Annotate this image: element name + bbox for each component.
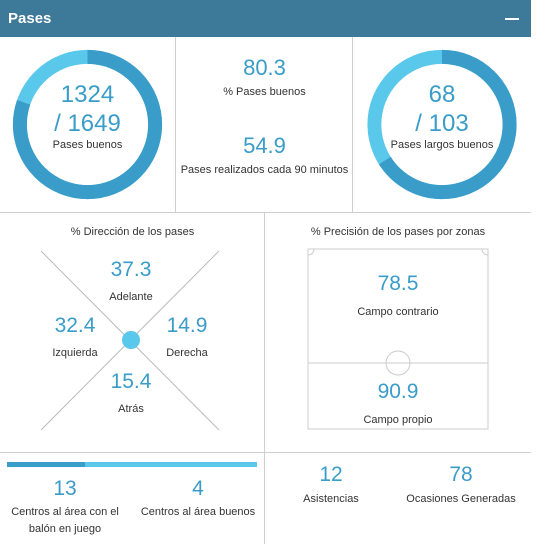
back-value: 15.4 <box>110 370 152 393</box>
center-dot <box>122 331 140 349</box>
center-arc <box>385 350 411 364</box>
back-label: Atrás <box>118 403 144 415</box>
zone-accuracy-panel: % Precisión de los pases por zonas 78.5 … <box>265 213 531 453</box>
zones-title: % Precisión de los pases por zonas <box>310 226 486 238</box>
opponent-half-label: Campo contrario <box>357 306 439 318</box>
direction-cross <box>40 250 220 431</box>
pitch-outline <box>307 248 489 430</box>
direction-title: % Dirección de los pases <box>70 226 195 238</box>
crosses-good-value: 4 <box>192 477 204 500</box>
assists-value: 12 <box>319 463 343 486</box>
crosses-bar-track <box>7 462 257 467</box>
long-passes-ring-chart <box>367 49 517 200</box>
forward-value: 37.3 <box>110 258 152 281</box>
crosses-open-play-value: 13 <box>53 477 77 500</box>
ring-progress <box>367 49 517 200</box>
passes-per90-value: 54.9 <box>243 133 286 158</box>
chances-label: Ocasiones Generadas <box>406 493 516 505</box>
passes-ring-chart <box>12 49 163 200</box>
own-half-label: Campo propio <box>363 414 433 426</box>
section-header: Pases <box>0 0 531 37</box>
right-value: 14.9 <box>166 314 208 337</box>
long-passes-good-value: 68 <box>428 81 456 108</box>
crosses-good-label: Centros al área buenos <box>140 506 256 518</box>
passes-per90-label: Pases realizados cada 90 minutos <box>180 164 349 176</box>
assists-panel: 12 Asistencias 78 Ocasiones Generadas <box>265 453 531 544</box>
long-passes-good-label: Pases largos buenos <box>390 139 494 151</box>
crosses-panel: 13 Centros al área con el balón en juego… <box>0 453 265 544</box>
long-passes-ring-panel: 68 / 103 Pases largos buenos <box>353 37 531 213</box>
middle-stats-panel: 80.3 % Pases buenos 54.9 Pases realizado… <box>176 37 353 213</box>
section-title: Pases <box>8 10 52 27</box>
center-arc <box>385 362 411 376</box>
collapse-icon[interactable] <box>505 12 519 26</box>
forward-label: Adelante <box>109 291 153 303</box>
long-passes-total-value: / 103 <box>415 110 469 137</box>
chances-value: 78 <box>449 463 473 486</box>
left-value: 32.4 <box>54 314 96 337</box>
passes-good-value: 1324 <box>60 81 115 108</box>
ring-progress <box>12 49 163 200</box>
right-label: Derecha <box>166 347 208 359</box>
pass-direction-panel: % Dirección de los pases 37.3 Adelante 3… <box>0 213 265 453</box>
own-half-value: 90.9 <box>377 380 419 403</box>
opponent-half-value: 78.5 <box>377 272 419 295</box>
assists-label: Asistencias <box>303 493 359 505</box>
corner-arc <box>307 248 315 256</box>
crosses-bar-fill <box>7 462 85 467</box>
pitch-diagram <box>307 248 489 430</box>
pass-accuracy-value: 80.3 <box>243 55 286 80</box>
passes-total-value: / 1649 <box>54 110 121 137</box>
passes-ring-panel: 1324 / 1649 Pases buenos <box>0 37 176 213</box>
crosses-open-play-label: Centros al área con el balón en juego <box>11 506 119 535</box>
corner-arc <box>481 248 489 256</box>
pass-accuracy-label: % Pases buenos <box>223 86 306 98</box>
passes-good-label: Pases buenos <box>52 139 123 151</box>
left-label: Izquierda <box>52 347 98 359</box>
